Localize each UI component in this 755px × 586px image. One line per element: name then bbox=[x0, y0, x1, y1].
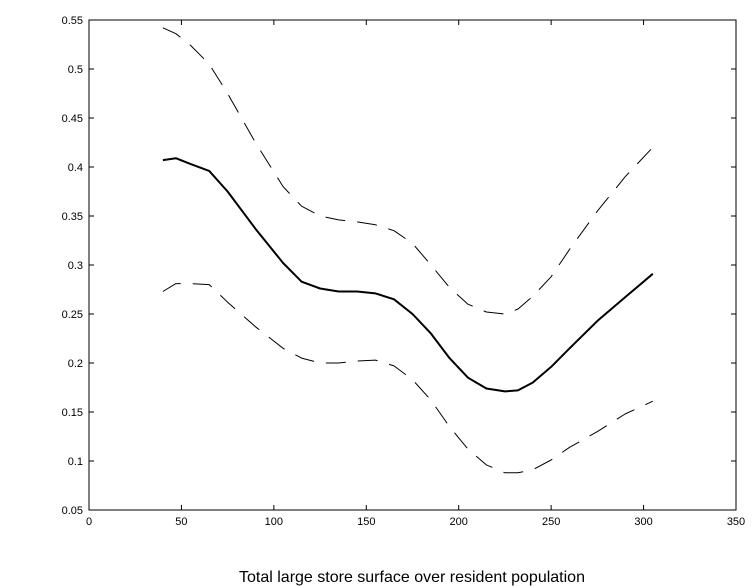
y-tick-label: 0.15 bbox=[62, 407, 83, 419]
x-tick-label: 150 bbox=[357, 516, 375, 528]
x-tick-label: 100 bbox=[265, 516, 283, 528]
y-tick-label: 0.05 bbox=[62, 505, 83, 517]
x-tick-label: 250 bbox=[542, 516, 560, 528]
y-tick-label: 0.5 bbox=[68, 64, 83, 76]
x-tick-label: 50 bbox=[175, 516, 187, 528]
y-axis-ticks: 0.05 0.1 0.15 0.2 0.25 0.3 0.35 0.4 0.45 0.5 0.55 bbox=[62, 15, 736, 517]
y-tick-label: 0.1 bbox=[68, 456, 83, 468]
y-tick-label: 0.55 bbox=[62, 15, 83, 27]
x-axis-label: Total large store surface over resident … bbox=[239, 569, 585, 586]
y-tick-label: 0.4 bbox=[68, 162, 83, 174]
y-tick-label: 0.2 bbox=[68, 358, 83, 370]
y-tick-label: 0.3 bbox=[68, 260, 83, 272]
estimate-line bbox=[162, 157, 654, 393]
confidence-band-line bbox=[162, 27, 654, 315]
x-tick-label: 300 bbox=[634, 516, 652, 528]
confidence-band-line bbox=[162, 283, 654, 474]
series-layer bbox=[162, 27, 654, 474]
plot-frame bbox=[88, 19, 737, 511]
y-tick-label: 0.45 bbox=[62, 113, 83, 125]
x-tick-label: 200 bbox=[450, 516, 468, 528]
y-tick-label: 0.25 bbox=[62, 309, 83, 321]
x-tick-label: 350 bbox=[727, 516, 745, 528]
x-tick-label: 0 bbox=[86, 516, 92, 528]
y-tick-label: 0.35 bbox=[62, 211, 83, 223]
x-axis-ticks: 0 50 100 150 200 250 300 350 bbox=[86, 20, 745, 528]
